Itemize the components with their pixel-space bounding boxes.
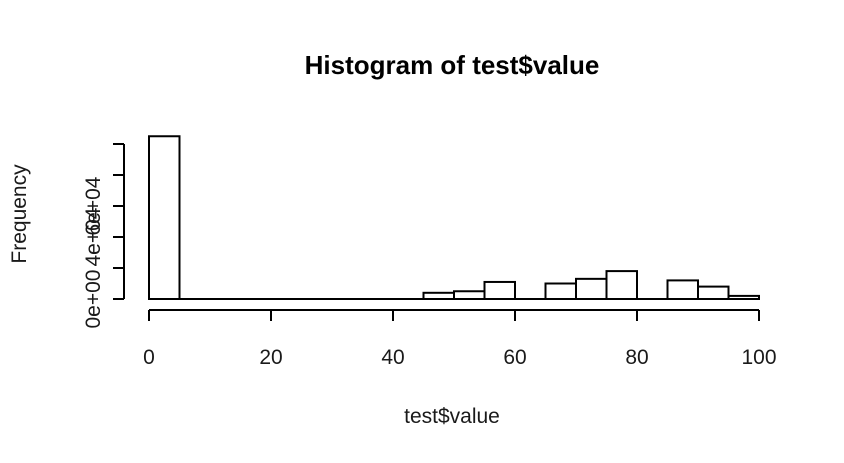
- x-tick-label: 80: [625, 346, 648, 369]
- histogram-bar-50-55: [453, 290, 486, 300]
- bars-group: [148, 135, 760, 301]
- histogram-bar-65-70: [544, 282, 577, 300]
- x-axis-title: test$value: [404, 405, 500, 428]
- x-tick-label: 40: [381, 346, 404, 369]
- x-tick-label: 60: [503, 346, 526, 369]
- x-tick-label: 100: [741, 346, 776, 369]
- x-axis: 0 20 40 60 80 100: [143, 309, 777, 369]
- histogram-bar-70-75: [575, 277, 608, 301]
- x-tick-label: 20: [259, 346, 282, 369]
- y-tick-label: 0e+00: [82, 270, 105, 329]
- chart-title: Histogram of test$value: [305, 50, 600, 80]
- histogram-bar-75-80: [605, 270, 638, 301]
- histogram-bar-85-90: [666, 279, 699, 300]
- y-tick-label: 6e+04: [82, 176, 105, 235]
- y-axis-title: Frequency: [8, 164, 31, 264]
- histogram-bar-55-60: [483, 280, 516, 301]
- x-tick-label: 0: [143, 346, 155, 369]
- y-tick-label: 4e+04: [82, 207, 105, 266]
- histogram-bar-0-5: [148, 135, 181, 300]
- histogram-bar-90-95: [697, 285, 730, 301]
